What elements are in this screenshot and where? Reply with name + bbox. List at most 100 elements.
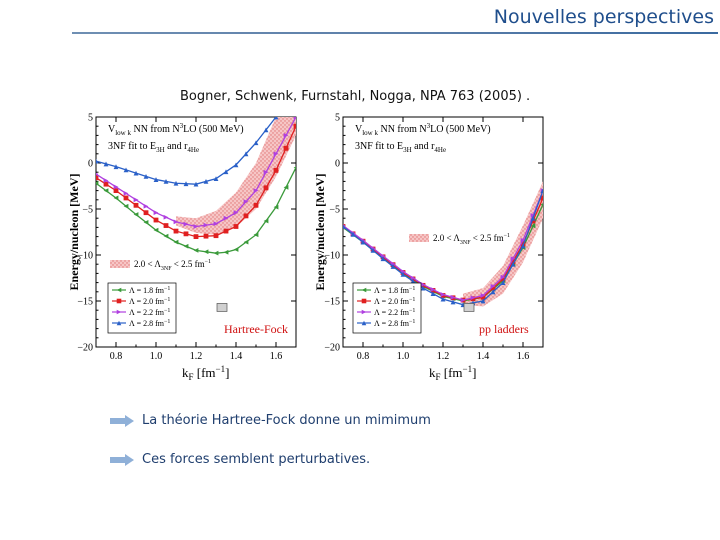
marker-triangle-left <box>223 249 229 255</box>
marker-triangle-right <box>510 256 516 262</box>
marker-square <box>213 233 219 239</box>
band-legend-label: 2.0 < Λ3NF < 2.5 fm−1 <box>134 259 211 272</box>
marker-triangle-left <box>263 218 269 224</box>
marker-square <box>193 234 199 239</box>
x-tick-label: 1.2 <box>437 351 450 362</box>
marker-square <box>96 175 99 181</box>
y-tick-label: −20 <box>77 343 93 354</box>
marker-triangle-up <box>450 299 456 305</box>
marker-triangle-right <box>293 117 296 120</box>
marker-triangle-left <box>253 232 259 238</box>
marker-triangle-right <box>530 213 536 218</box>
bullet-item-2: Ces forces semblent perturbatives. <box>110 452 370 467</box>
marker-triangle-left <box>361 287 367 293</box>
chart-header-line2: 3NF fit to E3H and r4He <box>108 141 199 154</box>
marker-triangle-right <box>410 275 416 281</box>
marker-triangle-right <box>420 282 426 287</box>
marker-square <box>116 298 122 304</box>
x-axis-label: kF [fm−1] <box>182 364 229 382</box>
x-tick-label: 1.0 <box>150 351 163 362</box>
marker-triangle-right <box>470 295 476 301</box>
marker-triangle-right <box>440 292 446 297</box>
marker-triangle-up <box>153 177 159 182</box>
marker-triangle-up <box>253 140 259 146</box>
x-tick-label: 1.6 <box>517 351 530 362</box>
marker-triangle-up <box>360 239 366 245</box>
marker-triangle-up <box>103 161 109 167</box>
legend-label: Λ = 2.2 fm−1 <box>129 308 170 317</box>
marker-square <box>133 202 139 208</box>
bullet-text: La théorie Hartree-Fock donne un mimimum <box>142 413 431 428</box>
slide-title: Nouvelles perspectives <box>493 6 714 28</box>
marker-square <box>223 228 229 234</box>
marker-triangle-right <box>123 190 129 196</box>
title-rule <box>72 32 718 34</box>
marker-square <box>540 195 543 201</box>
marker-square <box>163 223 169 228</box>
band-legend-swatch <box>409 234 429 242</box>
marker-square <box>480 294 486 300</box>
band-legend-label: 2.0 < Λ3NF < 2.5 fm−1 <box>433 233 510 246</box>
marker-triangle-right <box>361 309 367 315</box>
marker-triangle-right <box>113 184 119 190</box>
marker-triangle-up <box>400 271 406 277</box>
marker-square <box>183 231 189 237</box>
y-tick-label: 0 <box>335 159 340 170</box>
marker-triangle-up <box>370 248 376 253</box>
marker-triangle-up <box>223 169 229 175</box>
marker-triangle-right <box>243 199 249 205</box>
marker-square <box>490 285 496 291</box>
marker-triangle-right <box>96 172 99 176</box>
marker-triangle-right <box>183 221 189 227</box>
x-tick-label: 1.4 <box>477 351 490 362</box>
marker-square <box>143 210 149 216</box>
marker-triangle-up <box>163 179 169 184</box>
marker-triangle-up <box>440 296 446 302</box>
marker-triangle-right <box>500 274 506 280</box>
marker-triangle-up <box>343 224 346 229</box>
y-tick-label: −5 <box>329 205 340 216</box>
legend-label: Λ = 2.0 fm−1 <box>129 297 170 306</box>
marker-triangle-right <box>116 309 122 315</box>
marker-triangle-left <box>116 287 122 293</box>
marker-square <box>203 233 209 239</box>
x-tick-label: 0.8 <box>357 351 370 362</box>
marker-triangle-right <box>103 178 109 183</box>
plot-area <box>96 117 296 256</box>
marker-triangle-right <box>253 188 259 193</box>
marker-triangle-up <box>213 176 219 182</box>
marker-triangle-left <box>103 188 109 193</box>
empirical-saturation-marker <box>216 303 228 312</box>
x-axis-label: kF [fm−1] <box>429 364 476 382</box>
marker-triangle-up <box>133 170 139 176</box>
method-label: Hartree-Fock <box>224 322 288 336</box>
marker-triangle-up <box>361 320 367 326</box>
marker-triangle-up <box>203 179 209 184</box>
marker-triangle-up <box>193 181 199 187</box>
marker-triangle-up <box>173 180 179 186</box>
marker-triangle-right <box>430 287 436 292</box>
marker-triangle-right <box>520 237 526 243</box>
chart-header-line2: 3NF fit to E3H and r4He <box>355 141 446 154</box>
method-label: pp ladders <box>479 322 529 336</box>
y-tick-label: 5 <box>335 113 340 124</box>
marker-triangle-up <box>430 291 436 297</box>
band-legend-swatch <box>110 260 130 268</box>
marker-square <box>263 185 269 191</box>
marker-triangle-up <box>490 289 496 295</box>
x-tick-label: 1.6 <box>270 351 283 362</box>
marker-square <box>233 224 239 229</box>
marker-triangle-up <box>123 167 129 173</box>
x-tick-label: 1.4 <box>230 351 243 362</box>
marker-triangle-right <box>480 293 486 298</box>
marker-triangle-left <box>293 166 296 169</box>
marker-square <box>123 195 129 201</box>
legend-label: Λ = 2.8 fm−1 <box>374 319 415 328</box>
marker-triangle-left <box>193 248 199 253</box>
legend-label: Λ = 1.8 fm−1 <box>374 286 415 295</box>
marker-square <box>173 228 179 234</box>
marker-square <box>103 181 109 187</box>
marker-square <box>510 259 516 264</box>
marker-triangle-up <box>540 188 543 193</box>
chart-pp-ladders: 0.8 1.0 1.2 1.4 1.6 5 0 −5 −10 −15 −20 Vlow k NN fr… <box>313 113 544 382</box>
